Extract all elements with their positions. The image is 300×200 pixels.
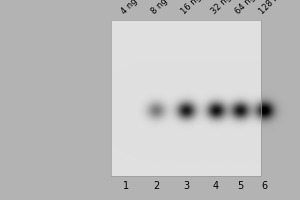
Text: 32 ng: 32 ng: [210, 0, 233, 16]
Text: 3: 3: [183, 181, 189, 191]
Bar: [111, 20, 261, 176]
Text: 1: 1: [123, 181, 129, 191]
Text: 128 ng: 128 ng: [258, 0, 285, 16]
Text: 2: 2: [153, 181, 159, 191]
Text: 64 ng: 64 ng: [234, 0, 257, 16]
Text: 6: 6: [261, 181, 267, 191]
Text: 4 ng: 4 ng: [120, 0, 139, 16]
Text: 8 ng: 8 ng: [150, 0, 169, 16]
Text: 4: 4: [213, 181, 219, 191]
Text: 5: 5: [237, 181, 243, 191]
Text: 16 ng: 16 ng: [180, 0, 203, 16]
